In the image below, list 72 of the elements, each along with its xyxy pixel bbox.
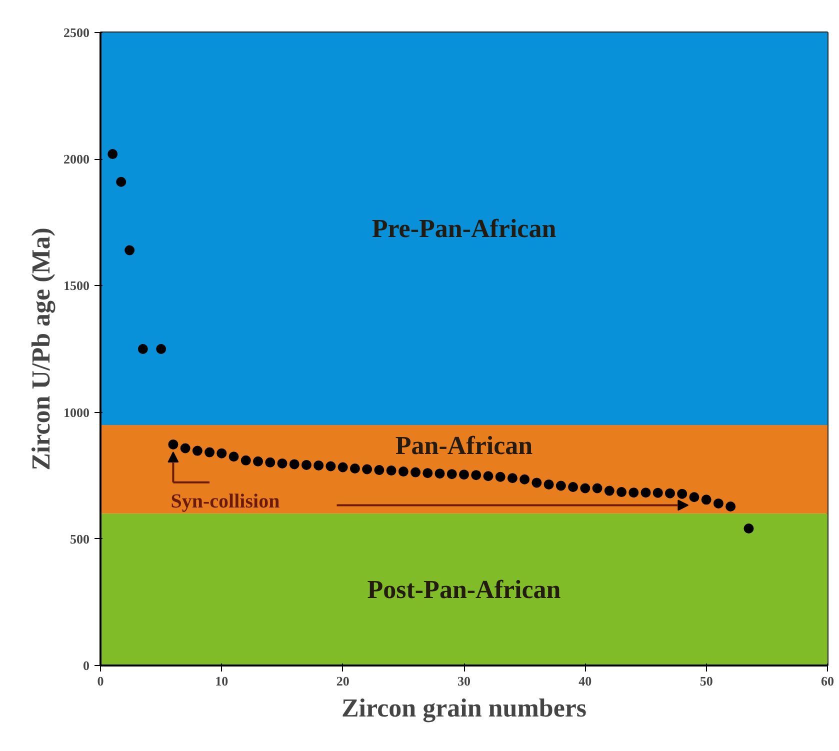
point xyxy=(664,488,675,498)
point xyxy=(386,466,396,476)
x-tick-label: 20 xyxy=(336,674,350,688)
point xyxy=(713,498,724,508)
point xyxy=(301,460,312,470)
point xyxy=(180,443,190,454)
x-tick-label: 60 xyxy=(821,674,834,688)
point xyxy=(544,479,554,490)
point xyxy=(216,448,227,458)
point xyxy=(422,468,433,478)
point xyxy=(124,245,135,256)
point xyxy=(362,464,372,474)
point xyxy=(116,176,126,187)
point xyxy=(640,488,651,498)
point xyxy=(192,446,202,456)
y-tick-label: 1500 xyxy=(64,278,90,294)
point xyxy=(628,488,639,498)
point xyxy=(604,486,614,496)
point xyxy=(520,474,530,484)
point xyxy=(726,502,736,512)
point xyxy=(204,447,215,458)
point xyxy=(314,460,324,470)
point xyxy=(592,483,602,494)
y-tick-label: 1000 xyxy=(64,404,90,420)
x-tick-label: 50 xyxy=(700,674,713,688)
point xyxy=(277,458,288,468)
point xyxy=(568,482,578,492)
point xyxy=(289,459,300,470)
band-label: Post-Pan-African xyxy=(367,575,562,604)
point xyxy=(446,469,457,480)
point xyxy=(265,457,276,468)
point xyxy=(556,480,566,491)
point xyxy=(398,466,408,477)
point xyxy=(434,468,445,479)
point xyxy=(689,492,700,502)
point xyxy=(338,462,348,472)
y-tick-label: 0 xyxy=(83,658,90,673)
point xyxy=(326,461,336,472)
point xyxy=(471,470,482,480)
point xyxy=(240,455,251,466)
point xyxy=(652,488,663,498)
y-tick-label: 2000 xyxy=(64,152,90,167)
point xyxy=(228,452,239,462)
point xyxy=(410,467,421,478)
y-axis-title: Zircon U/Pb age (Ma) xyxy=(26,228,56,470)
point xyxy=(459,470,469,480)
annotation: Syn-collision xyxy=(170,490,280,512)
point xyxy=(580,483,590,494)
x-tick-label: 10 xyxy=(215,674,228,688)
point xyxy=(156,344,166,354)
x-tick-label: 40 xyxy=(578,674,592,688)
point xyxy=(138,344,148,354)
point xyxy=(108,149,118,160)
point xyxy=(677,488,688,499)
band-label: Pre-Pan-African xyxy=(372,214,557,244)
point xyxy=(701,494,712,505)
x-axis-title: Zircon grain numbers xyxy=(341,694,587,722)
point xyxy=(168,439,178,450)
point xyxy=(253,456,264,466)
y-tick-label: 500 xyxy=(70,531,90,546)
band-label: Pan-African xyxy=(395,430,534,460)
point xyxy=(744,524,754,534)
point xyxy=(350,464,360,474)
y-tick-label: 2500 xyxy=(64,25,90,40)
point xyxy=(532,478,542,488)
point xyxy=(507,473,518,484)
point xyxy=(616,487,627,498)
x-tick-label: 30 xyxy=(458,674,470,688)
x-tick-label: 0 xyxy=(97,674,104,688)
point xyxy=(483,471,494,482)
point xyxy=(374,465,384,476)
point xyxy=(495,472,506,482)
